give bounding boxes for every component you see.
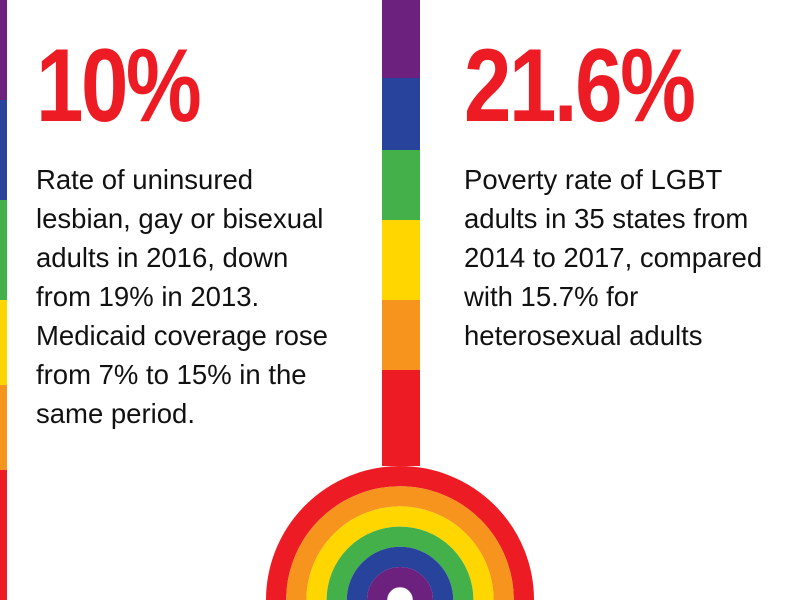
arc-band-blue: [346, 546, 454, 600]
stat-headline-left: 10%: [36, 28, 202, 144]
stat-body-right: Poverty rate of LGBT adults in 35 states…: [464, 164, 763, 352]
stripe-band-blue: [382, 78, 420, 150]
stripe-band-green: [382, 150, 420, 220]
arc-band-yellow: [306, 506, 494, 600]
arc-band-green: [326, 526, 474, 600]
stripe-band-purple: [382, 0, 420, 78]
stripe-band-orange: [0, 385, 7, 470]
stripe-band-yellow: [0, 300, 7, 385]
arc-band-purple: [367, 567, 433, 600]
stripe-band-green: [0, 200, 7, 300]
stripe-band-purple: [0, 0, 7, 100]
stripe-band-orange: [382, 300, 420, 370]
stripe-band-blue: [0, 100, 7, 200]
stat-block-left: 10% Rate of uninsured lesbian, gay or bi…: [36, 0, 336, 433]
pride-flag-stripe: [0, 0, 7, 600]
stat-block-right: 21.6% Poverty rate of LGBT adults in 35 …: [464, 0, 784, 355]
arc-band-red: [266, 466, 534, 600]
stripe-band-red: [0, 470, 7, 600]
arc-band-orange: [286, 486, 514, 600]
stripe-band-red: [382, 370, 420, 466]
rainbow-arc-svg: [266, 466, 534, 600]
rainbow-arc: [266, 466, 534, 600]
stripe-band-yellow: [382, 220, 420, 300]
pride-flag-column: [382, 0, 420, 466]
stat-body-left: Rate of uninsured lesbian, gay or bisexu…: [36, 164, 328, 430]
stat-headline-right: 21.6%: [464, 28, 696, 144]
